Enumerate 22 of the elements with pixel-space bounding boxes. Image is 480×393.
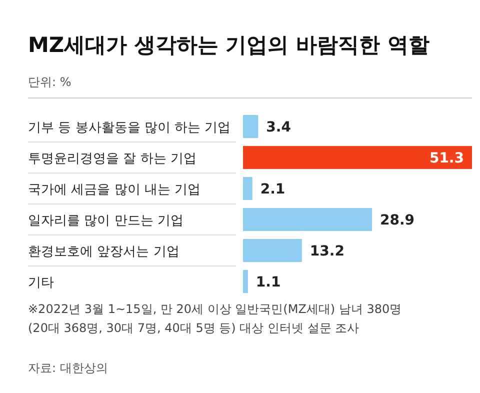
data-label: 2.1 bbox=[260, 182, 286, 198]
bar bbox=[243, 146, 472, 169]
text: 자료: 대한상의 bbox=[28, 361, 108, 375]
bar bbox=[243, 115, 258, 138]
data-label: 3.4 bbox=[266, 120, 292, 136]
data-label: 1.1 bbox=[256, 274, 281, 290]
y-tick-label: 환경보호에 앞장서는 기업 bbox=[28, 244, 180, 260]
text: ※2022년 3월 1~15일, 만 20세 이상 일반국민(MZ세대) 남녀 380명 (20대 368명, 30대 7명, 40대 5명 등) 대상 인터넷 설문 조사 bbox=[28, 302, 402, 335]
data-label: 13.2 bbox=[310, 244, 344, 260]
text: 단위: % bbox=[28, 75, 72, 89]
y-tick-label: 기타 bbox=[28, 276, 54, 290]
data-label: 51.3 bbox=[429, 150, 464, 166]
bar bbox=[243, 270, 248, 293]
data-label: 28.9 bbox=[380, 212, 415, 228]
chart-title: MZ세대가 생각하는 기업의 바람직한 역할 bbox=[28, 33, 430, 57]
y-tick-label: 기부 등 봉사활동을 많이 하는 기업 bbox=[28, 120, 231, 136]
bar bbox=[243, 208, 372, 231]
bar bbox=[243, 177, 252, 200]
y-tick-label: 투명윤리경영을 잘 하는 기업 bbox=[28, 152, 196, 166]
bar bbox=[243, 239, 302, 262]
y-tick-label: 국가에 세금을 많이 내는 기업 bbox=[28, 182, 201, 198]
y-tick-label: 일자리를 많이 만드는 기업 bbox=[28, 214, 184, 228]
